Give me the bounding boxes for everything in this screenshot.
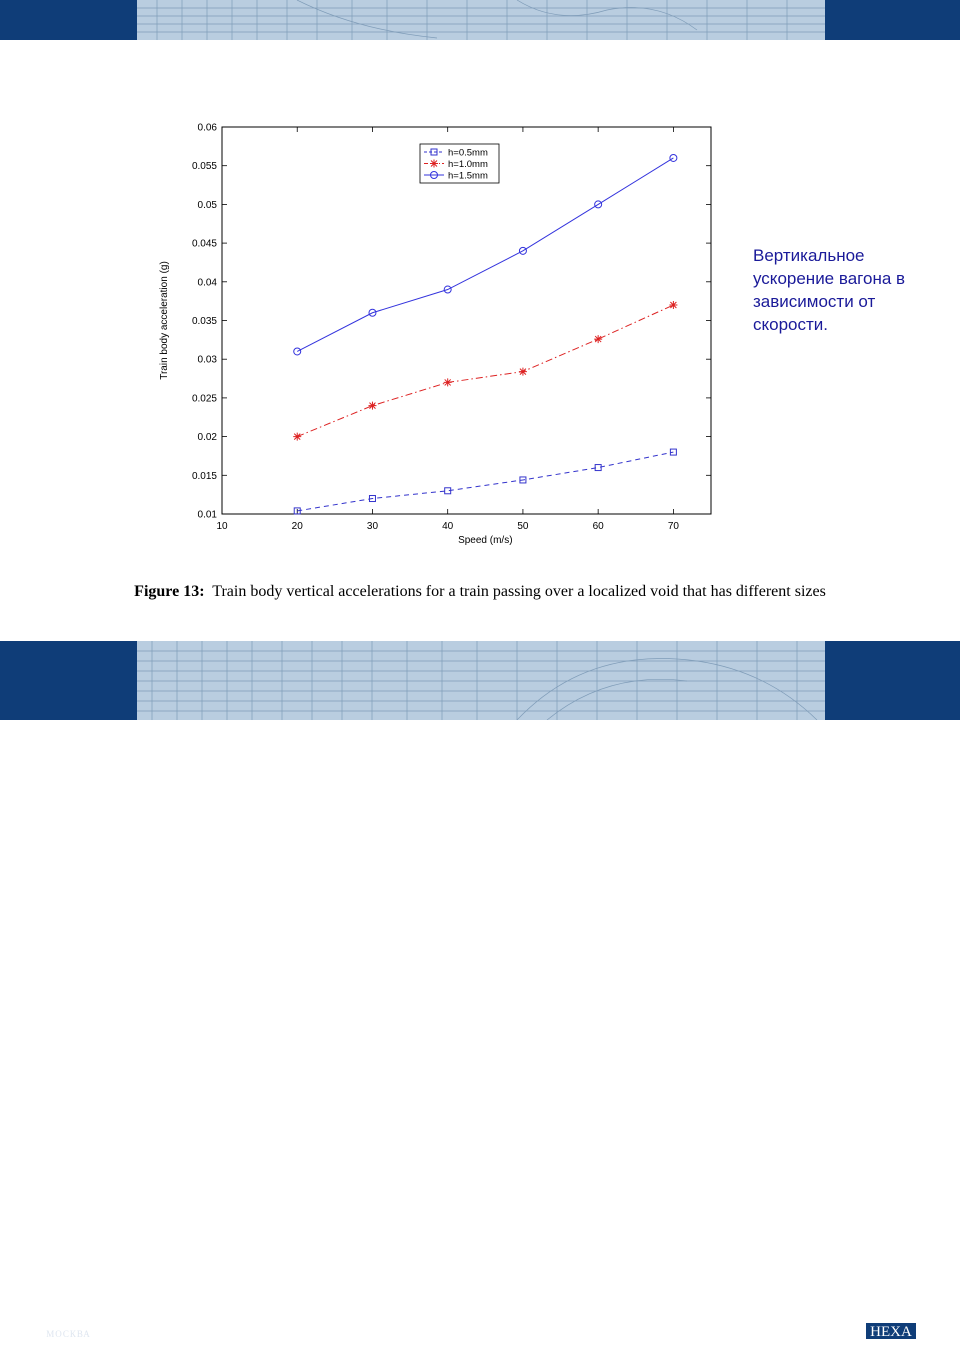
legend-label: h=1.0mm: [448, 159, 488, 170]
header-band: [0, 0, 960, 40]
data-point: [293, 347, 302, 356]
y-tick-label: 0.02: [198, 432, 218, 443]
data-point: [368, 401, 377, 410]
series-line: [297, 451, 674, 512]
data-point: [518, 246, 527, 255]
data-point: [594, 464, 602, 472]
y-tick-label: 0.06: [198, 123, 218, 134]
data-point: [669, 448, 677, 456]
y-tick-label: 0.025: [192, 393, 217, 404]
logo-text: HEXA: [870, 1324, 912, 1340]
legend-marker: [430, 171, 438, 179]
y-tick-label: 0.035: [192, 316, 217, 327]
company-name: ООО ХЕКСА: [17, 1300, 120, 1319]
y-tick-label: 0.015: [192, 471, 217, 482]
y-tick-label: 0.01: [198, 510, 218, 521]
caption-text: Train body vertical accelerations for a …: [212, 583, 826, 600]
plot-frame: [221, 126, 712, 515]
x-axis-label: Speed (m/s): [458, 535, 512, 546]
y-tick-label: 0.04: [198, 277, 218, 288]
x-tick-label: 30: [367, 521, 379, 532]
data-point: [293, 432, 302, 441]
y-tick-label: 0.055: [192, 161, 217, 172]
mesh-banner-image: [137, 0, 825, 40]
acceleration-chart: 10 20 30 40 50 60 70 0.01 0.015 0.02 0.025 0.03 0.03…: [159, 123, 712, 546]
data-point: [368, 308, 377, 317]
side-note: Вертикальное ускорение вагона в зависимо…: [753, 246, 906, 334]
x-tick-label: 60: [593, 521, 605, 532]
x-tick-label: 10: [216, 521, 228, 532]
mesh-footer-image: [137, 641, 825, 720]
series-3: [293, 153, 678, 356]
data-point: [443, 285, 452, 294]
x-tick-label: 50: [517, 521, 529, 532]
y-tick-label: 0.045: [192, 239, 217, 250]
y-tick-label: 0.05: [198, 200, 218, 211]
plot-area: 10 20 30 40 50 60 70 0.01 0.015 0.02 0.025 0.03 0.03…: [159, 123, 712, 546]
data-point: [518, 367, 527, 376]
y-tick-label: 0.03: [198, 355, 218, 366]
data-point: [519, 476, 527, 484]
legend-label: h=0.5mm: [448, 148, 488, 159]
data-point: [594, 200, 603, 209]
data-point: [443, 378, 452, 387]
y-axis-label: Train body acceleration (g): [159, 261, 170, 380]
legend-label: h=1.5mm: [448, 171, 488, 182]
data-point: [293, 507, 301, 515]
footer-band: ООО ХЕКСА МОСКВА HEXA: [0, 641, 960, 1347]
figure-caption: Figure 13: Train body vertical accelerat…: [80, 582, 880, 602]
legend-marker: [430, 148, 438, 156]
x-tick-label: 40: [442, 521, 454, 532]
data-point: [594, 335, 603, 344]
hexa-logo: HEXA: [862, 1289, 920, 1347]
data-point: [444, 487, 452, 495]
series-group: [293, 153, 678, 515]
data-point: [368, 495, 376, 503]
series-2: [293, 301, 678, 441]
data-point: [669, 301, 678, 310]
caption-label: Figure 13:: [134, 583, 205, 600]
series-1: [293, 448, 677, 515]
company-city: МОСКВА: [46, 1329, 91, 1339]
legend-marker: [430, 159, 438, 168]
series-line: [297, 157, 674, 352]
data-point: [669, 153, 678, 162]
x-tick-label: 20: [292, 521, 304, 532]
x-tick-label: 70: [668, 521, 680, 532]
